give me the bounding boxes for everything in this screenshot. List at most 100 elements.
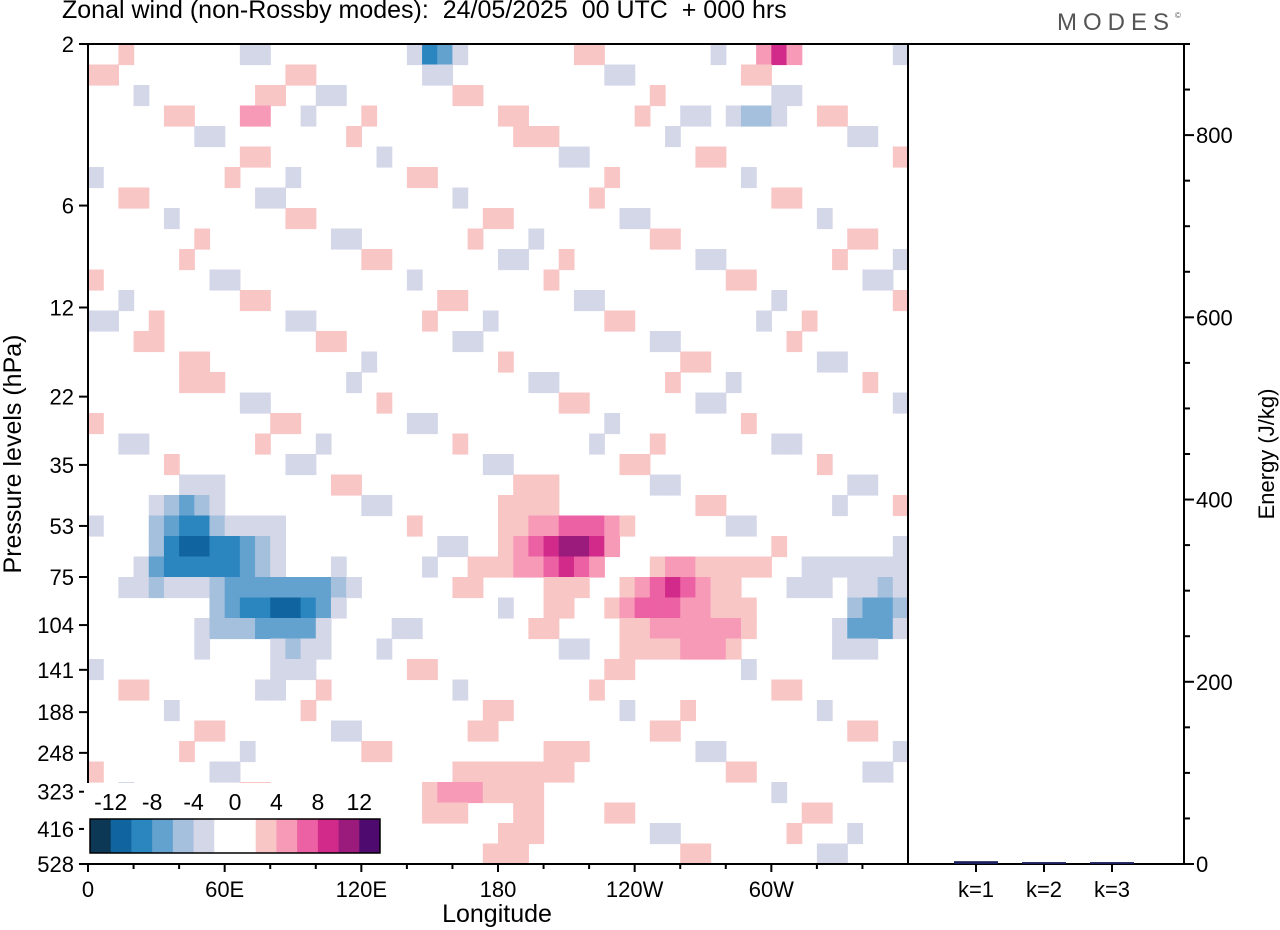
heatmap-cell bbox=[756, 105, 772, 127]
y-tick-label: 248 bbox=[37, 741, 74, 766]
heatmap-cell bbox=[482, 208, 499, 230]
heatmap-cell bbox=[543, 597, 560, 619]
heatmap-cell bbox=[604, 310, 621, 332]
heatmap-cell bbox=[634, 597, 651, 619]
colorbar-swatch bbox=[214, 819, 236, 853]
heatmap-cell bbox=[816, 843, 833, 864]
heatmap-cell bbox=[604, 659, 621, 681]
colorbar-tick-label: -4 bbox=[183, 789, 204, 815]
heatmap-cell bbox=[239, 105, 256, 127]
heatmap-cell bbox=[163, 515, 180, 537]
heatmap-cell bbox=[498, 761, 514, 783]
energy-tick-label: 800 bbox=[1196, 123, 1233, 148]
heatmap-cell bbox=[194, 228, 211, 250]
heatmap-cell bbox=[270, 638, 287, 660]
heatmap-cell bbox=[558, 556, 575, 578]
heatmap-cell bbox=[680, 638, 697, 660]
heatmap-cell bbox=[224, 597, 241, 619]
colorbar-swatch bbox=[131, 819, 153, 853]
heatmap-cell bbox=[710, 618, 727, 640]
colorbar-swatch bbox=[359, 819, 381, 853]
heatmap-cell bbox=[163, 105, 180, 127]
heatmap-cell bbox=[315, 577, 332, 599]
heatmap-cell bbox=[710, 556, 727, 578]
heatmap-cell bbox=[786, 577, 803, 599]
heatmap-cell bbox=[725, 372, 742, 394]
y-tick-label: 12 bbox=[50, 295, 74, 320]
heatmap-cell bbox=[589, 556, 605, 578]
heatmap-cell bbox=[589, 679, 605, 701]
colorbar-swatch bbox=[90, 819, 112, 853]
heatmap-cell bbox=[437, 64, 454, 86]
heatmap-cell bbox=[619, 700, 636, 722]
heatmap-cell bbox=[543, 618, 560, 640]
heatmap-cell bbox=[255, 536, 271, 558]
heatmap-cell bbox=[710, 577, 727, 599]
heatmap-cell bbox=[710, 597, 727, 619]
heatmap-cell bbox=[832, 495, 848, 517]
heatmap-cell bbox=[437, 782, 454, 804]
heatmap-cell bbox=[194, 720, 211, 742]
heatmap-plot-area bbox=[88, 44, 908, 864]
heatmap-cell bbox=[422, 310, 438, 332]
heatmap-cell bbox=[285, 64, 302, 86]
heatmap-cell bbox=[528, 515, 545, 537]
heatmap-cell bbox=[452, 433, 469, 455]
heatmap-cell bbox=[239, 44, 256, 66]
heatmap-cell bbox=[832, 105, 848, 127]
heatmap-cell bbox=[467, 85, 484, 107]
heatmap-cell bbox=[361, 249, 378, 271]
heatmap-cell bbox=[801, 577, 818, 599]
heatmap-cell bbox=[194, 126, 211, 148]
heatmap-cell bbox=[528, 782, 545, 804]
heatmap-cell bbox=[255, 597, 271, 619]
heatmap-cell bbox=[528, 556, 545, 578]
heatmap-cell bbox=[892, 290, 908, 312]
heatmap-cell bbox=[406, 659, 423, 681]
heatmap-cell bbox=[649, 823, 666, 845]
heatmap-cell bbox=[892, 146, 908, 168]
heatmap-cell bbox=[847, 618, 864, 640]
heatmap-cell bbox=[148, 331, 165, 353]
heatmap-cell bbox=[422, 802, 438, 824]
heatmap-cell bbox=[330, 720, 347, 742]
heatmap-cell bbox=[346, 372, 362, 394]
heatmap-cell bbox=[315, 597, 332, 619]
heatmap-cell bbox=[315, 85, 332, 107]
heatmap-cell bbox=[649, 577, 666, 599]
heatmap-cell bbox=[604, 64, 621, 86]
colorbar-swatch bbox=[172, 819, 195, 853]
heatmap-cell bbox=[437, 536, 454, 558]
heatmap-cell bbox=[330, 597, 347, 619]
heatmap-cell bbox=[665, 638, 681, 660]
heatmap-cell bbox=[346, 228, 362, 250]
heatmap-cell bbox=[285, 413, 302, 435]
heatmap-cell bbox=[847, 126, 864, 148]
heatmap-cell bbox=[513, 761, 529, 783]
heatmap-cell bbox=[573, 44, 590, 66]
heatmap-cell bbox=[756, 556, 772, 578]
colorbar-tick-label: 0 bbox=[229, 789, 242, 815]
x-tick-label: 0 bbox=[82, 877, 94, 902]
heatmap-cell bbox=[513, 843, 529, 864]
heatmap-cell bbox=[255, 515, 271, 537]
x-tick-label: 180 bbox=[480, 877, 517, 902]
heatmap-cell bbox=[528, 802, 545, 824]
heatmap-cell bbox=[740, 105, 757, 127]
heatmap-cell bbox=[740, 413, 757, 435]
heatmap-cell bbox=[163, 536, 180, 558]
heatmap-cell bbox=[892, 495, 908, 517]
heatmap-cell bbox=[543, 741, 560, 763]
heatmap-cell bbox=[118, 577, 135, 599]
heatmap-cell bbox=[163, 454, 180, 476]
energy-bar bbox=[1090, 862, 1134, 865]
heatmap-cell bbox=[133, 556, 150, 578]
heatmap-cell bbox=[862, 577, 879, 599]
heatmap-cell bbox=[649, 556, 666, 578]
heatmap-cell bbox=[376, 392, 393, 414]
heatmap-cell bbox=[422, 556, 438, 578]
heatmap-cell bbox=[892, 597, 908, 619]
heatmap-cell bbox=[604, 515, 621, 537]
heatmap-cell bbox=[528, 536, 545, 558]
heatmap-cell bbox=[315, 618, 332, 640]
